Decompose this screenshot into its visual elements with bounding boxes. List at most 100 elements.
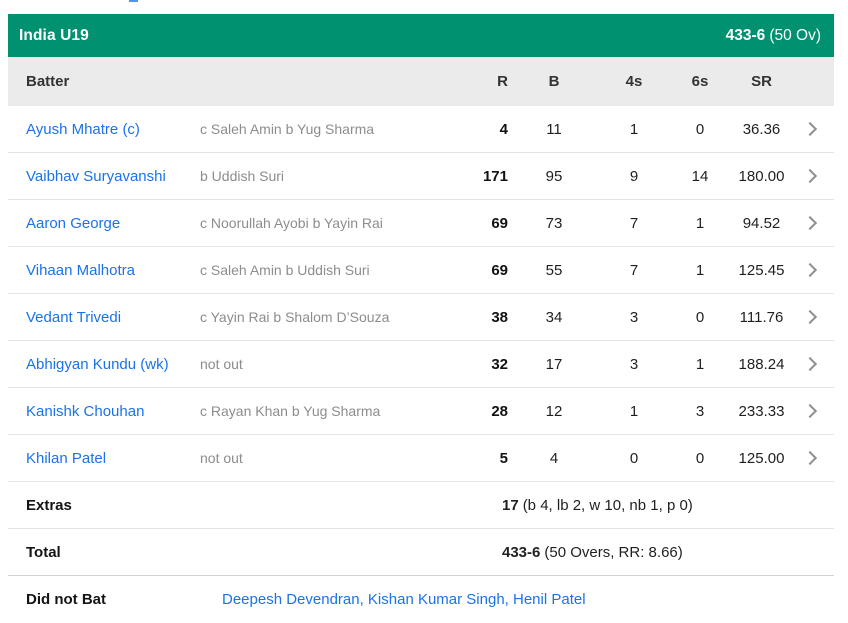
fours-value: 7	[629, 214, 639, 232]
row-expand-button[interactable]	[791, 450, 834, 466]
runs-value: 5	[499, 449, 508, 467]
strike-rate-value: 125.45	[738, 261, 785, 279]
column-sixes: 6s	[691, 72, 709, 90]
did-not-bat-players[interactable]: Deepesh Devendran, Kishan Kumar Singh, H…	[222, 591, 586, 608]
batter-name-link[interactable]: Vaibhav Suryavanshi	[26, 167, 166, 185]
table-row[interactable]: Vedant Trivedi c Yayin Rai b Shalom D’So…	[8, 294, 834, 341]
sixes-value: 3	[695, 402, 705, 420]
total-row: Total 433-6 (50 Overs, RR: 8.66)	[8, 529, 834, 576]
sixes-value: 1	[695, 214, 705, 232]
row-expand-button[interactable]	[791, 121, 834, 137]
extras-label: Extras	[26, 496, 72, 514]
column-balls: B	[548, 72, 560, 90]
runs-value: 171	[482, 167, 508, 185]
table-row[interactable]: Ayush Mhatre (c) c Saleh Amin b Yug Shar…	[8, 105, 834, 153]
runs-value: 28	[491, 402, 508, 420]
balls-value: 12	[545, 402, 563, 420]
chevron-right-icon	[802, 121, 817, 137]
dismissal-text: c Yayin Rai b Shalom D’Souza	[200, 309, 390, 325]
row-expand-button[interactable]	[791, 215, 834, 231]
strike-rate-value: 36.36	[742, 120, 781, 138]
runs-value: 38	[491, 308, 508, 326]
total-score: 433-6	[502, 543, 541, 561]
row-expand-button[interactable]	[791, 262, 834, 278]
balls-value: 34	[545, 308, 563, 326]
innings-score-runs: 433-6	[725, 26, 766, 44]
fours-value: 9	[629, 167, 639, 185]
fours-value: 7	[629, 261, 639, 279]
strike-rate-value: 233.33	[738, 402, 785, 420]
column-fours: 4s	[625, 72, 643, 90]
strike-rate-value: 94.52	[742, 214, 781, 232]
batter-name-link[interactable]: Khilan Patel	[26, 449, 107, 467]
runs-value: 69	[491, 261, 508, 279]
strike-rate-value: 111.76	[739, 308, 784, 326]
innings-header-bar[interactable]: India U19 433-6 (50 Ov)	[8, 14, 834, 57]
balls-value: 95	[545, 167, 563, 185]
total-value: 433-6 (50 Overs, RR: 8.66)	[502, 544, 834, 561]
sixes-value: 1	[695, 261, 705, 279]
runs-value: 69	[491, 214, 508, 232]
batter-name-link[interactable]: Vedant Trivedi	[26, 308, 122, 326]
table-row[interactable]: Vaibhav Suryavanshi b Uddish Suri 171 95…	[8, 153, 834, 200]
table-row[interactable]: Kanishk Chouhan c Rayan Khan b Yug Sharm…	[8, 388, 834, 435]
balls-value: 11	[546, 120, 562, 138]
active-tab-indicator-fragment	[129, 0, 138, 2]
dismissal-text: c Saleh Amin b Uddish Suri	[200, 262, 370, 278]
batters-table-body: Ayush Mhatre (c) c Saleh Amin b Yug Shar…	[8, 105, 834, 482]
balls-value: 4	[549, 449, 559, 467]
strike-rate-value: 188.24	[738, 355, 785, 373]
sixes-value: 0	[695, 449, 705, 467]
did-not-bat-label: Did not Bat	[26, 591, 106, 608]
chevron-right-icon	[802, 215, 817, 231]
chevron-right-icon	[802, 450, 817, 466]
dismissal-text: c Rayan Khan b Yug Sharma	[200, 403, 381, 419]
scorecard: India U19 433-6 (50 Ov) Batter R B 4s 6s …	[8, 14, 834, 623]
strike-rate-value: 125.00	[738, 449, 785, 467]
table-row[interactable]: Khilan Patel not out 5 4 0 0 125.00	[8, 435, 834, 482]
dismissal-text: c Saleh Amin b Yug Sharma	[200, 121, 375, 137]
batter-name-link[interactable]: Vihaan Malhotra	[26, 261, 135, 279]
table-column-header: Batter R B 4s 6s SR	[8, 57, 834, 105]
chevron-right-icon	[802, 262, 817, 278]
row-expand-button[interactable]	[791, 168, 834, 184]
fours-value: 3	[629, 355, 639, 373]
column-strike-rate: SR	[751, 72, 772, 90]
batter-name-link[interactable]: Aaron George	[26, 214, 121, 232]
fours-value: 1	[629, 402, 639, 420]
balls-value: 55	[545, 261, 563, 279]
balls-value: 17	[545, 355, 563, 373]
did-not-bat-row: Did not Bat Deepesh Devendran, Kishan Ku…	[8, 575, 834, 623]
dismissal-text: not out	[200, 356, 243, 372]
fours-value: 3	[629, 308, 639, 326]
table-row[interactable]: Abhigyan Kundu (wk) not out 32 17 3 1 18…	[8, 341, 834, 388]
team-name: India U19	[19, 26, 89, 44]
fours-value: 0	[629, 449, 639, 467]
table-row[interactable]: Aaron George c Noorullah Ayobi b Yayin R…	[8, 200, 834, 247]
total-label: Total	[26, 543, 61, 561]
innings-score-overs: (50 Ov)	[769, 26, 821, 44]
table-row[interactable]: Vihaan Malhotra c Saleh Amin b Uddish Su…	[8, 247, 834, 294]
batter-name-link[interactable]: Kanishk Chouhan	[26, 402, 145, 420]
strike-rate-value: 180.00	[738, 167, 785, 185]
chevron-right-icon	[802, 168, 817, 184]
dismissal-text: c Noorullah Ayobi b Yayin Rai	[200, 215, 383, 231]
row-expand-button[interactable]	[791, 356, 834, 372]
batter-name-link[interactable]: Ayush Mhatre (c)	[26, 120, 140, 138]
chevron-right-icon	[802, 403, 817, 419]
extras-value: 17 (b 4, lb 2, w 10, nb 1, p 0)	[502, 497, 834, 514]
sixes-value: 0	[695, 120, 705, 138]
row-expand-button[interactable]	[791, 309, 834, 325]
batter-name-link[interactable]: Abhigyan Kundu (wk)	[26, 355, 169, 373]
fours-value: 1	[629, 120, 639, 138]
total-detail: (50 Overs, RR: 8.66)	[544, 543, 683, 561]
runs-value: 4	[499, 120, 508, 138]
extras-total: 17	[502, 496, 519, 514]
sixes-value: 1	[695, 355, 705, 373]
extras-breakdown: (b 4, lb 2, w 10, nb 1, p 0)	[522, 496, 693, 514]
row-expand-button[interactable]	[791, 403, 834, 419]
sixes-value: 14	[691, 167, 709, 185]
column-batter: Batter	[26, 72, 70, 90]
chevron-right-icon	[802, 309, 817, 325]
extras-row: Extras 17 (b 4, lb 2, w 10, nb 1, p 0)	[8, 482, 834, 529]
